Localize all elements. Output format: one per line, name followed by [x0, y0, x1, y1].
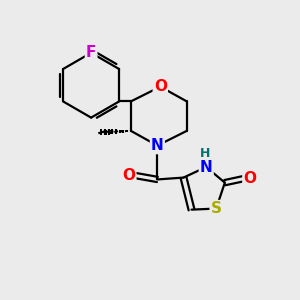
Text: H: H [200, 147, 210, 160]
Text: N: N [200, 160, 213, 175]
Text: O: O [122, 167, 135, 182]
Text: F: F [86, 45, 96, 60]
Text: S: S [211, 201, 222, 216]
Text: N: N [151, 138, 164, 153]
Text: O: O [243, 171, 256, 186]
Text: O: O [154, 79, 167, 94]
